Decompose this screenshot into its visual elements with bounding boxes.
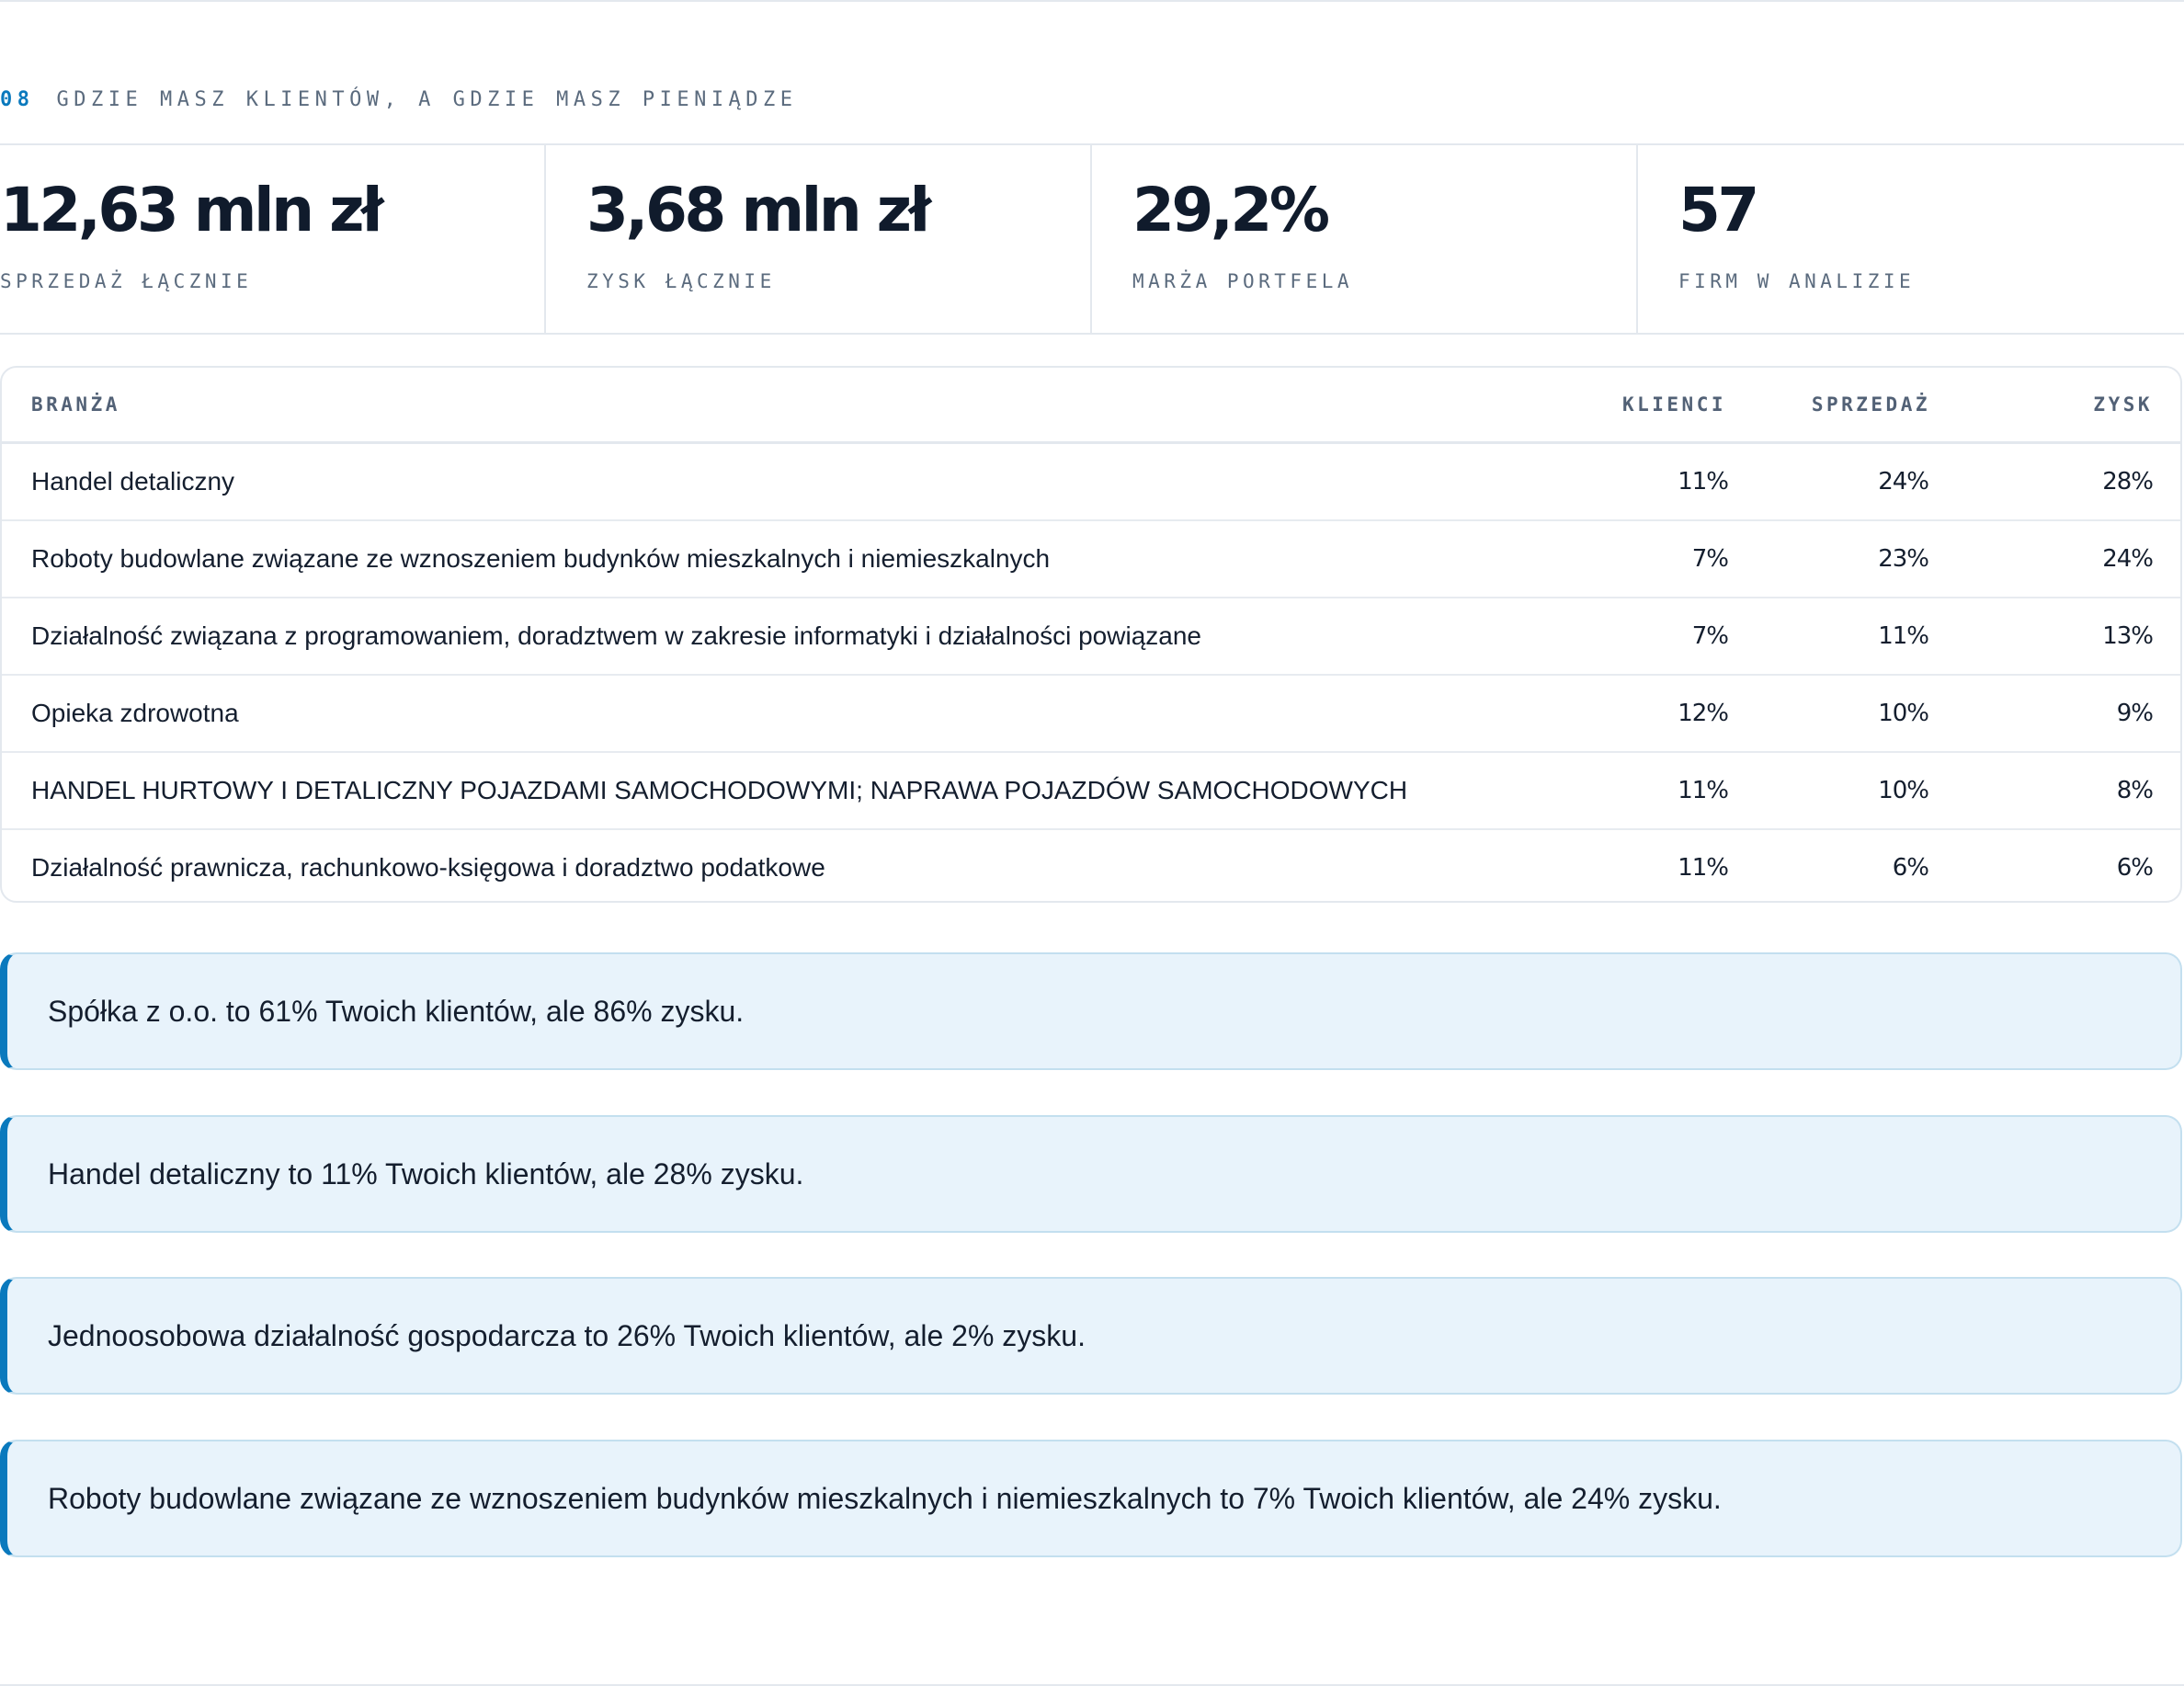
cell-clients: 11% [1550, 828, 1752, 901]
column-header-sales[interactable]: SPRZEDAŻ [1752, 368, 1954, 444]
stats-row: 12,63 mln zł SPRZEDAŻ ŁĄCZNIE 3,68 mln z… [0, 143, 2184, 335]
column-header-profit[interactable]: ZYSK [1954, 368, 2180, 444]
insight-callout: Jednoosobowa działalność gospodarcza to … [0, 1277, 2182, 1395]
cell-clients: 12% [1550, 674, 1752, 752]
cell-industry: Roboty budowlane związane ze wznoszeniem… [2, 519, 1550, 598]
bottom-divider [0, 1684, 2184, 1686]
stat-label: ZYSK ŁĄCZNIE [586, 270, 776, 292]
cell-sales: 23% [1752, 519, 1954, 598]
insight-callout: Roboty budowlane związane ze wznoszeniem… [0, 1440, 2182, 1557]
insight-text: Handel detaliczny to 11% Twoich klientów… [48, 1156, 804, 1190]
stat-total-profit: 3,68 mln zł ZYSK ŁĄCZNIE [546, 145, 1092, 333]
table-header-row: BRANŻA KLIENCI SPRZEDAŻ ZYSK [2, 368, 2180, 444]
column-header-clients[interactable]: KLIENCI [1550, 368, 1752, 444]
stat-total-sales: 12,63 mln zł SPRZEDAŻ ŁĄCZNIE [0, 145, 546, 333]
table-row: Opieka zdrowotna 12% 10% 9% [2, 674, 2180, 752]
cell-profit: 28% [2102, 468, 2154, 496]
table-row: Handel detaliczny 11% 24% 28% [2, 443, 2180, 521]
stat-label: FIRM W ANALIZIE [1678, 270, 1916, 292]
stat-portfolio-margin: 29,2% MARŻA PORTFELA [1092, 145, 1638, 333]
stat-value: 12,63 mln zł [0, 175, 384, 245]
table-row: Działalność związana z programowaniem, d… [2, 597, 2180, 675]
cell-profit: 24% [1954, 519, 2180, 598]
column-header-industry[interactable]: BRANŻA [2, 368, 1550, 444]
cell-industry: Handel detaliczny [31, 467, 235, 496]
cell-clients: 7% [1550, 597, 1752, 675]
table-row: Roboty budowlane związane ze wznoszeniem… [2, 519, 2180, 598]
cell-sales: 6% [1752, 828, 1954, 901]
insight-text: Spółka z o.o. to 61% Twoich klientów, al… [48, 994, 745, 1028]
insight-text: Roboty budowlane związane ze wznoszeniem… [48, 1481, 1722, 1515]
cell-industry: Działalność prawnicza, rachunkowo-księgo… [2, 828, 1550, 901]
table-row: Działalność prawnicza, rachunkowo-księgo… [2, 828, 2180, 901]
stat-label: SPRZEDAŻ ŁĄCZNIE [0, 270, 253, 292]
top-divider [0, 0, 2184, 2]
cell-profit: 13% [1954, 597, 2180, 675]
cell-sales: 11% [1752, 597, 1954, 675]
stat-value: 29,2% [1132, 175, 1330, 245]
section-title: GDZIE MASZ KLIENTÓW, A GDZIE MASZ PIENIĄ… [56, 88, 798, 111]
cell-profit: 9% [1954, 674, 2180, 752]
insight-text: Jednoosobowa działalność gospodarcza to … [48, 1318, 1086, 1352]
stat-company-count: 57 FIRM W ANALIZIE [1638, 145, 2184, 333]
cell-sales: 10% [1752, 751, 1954, 829]
stat-value: 57 [1678, 175, 1759, 245]
section-number: 08 [0, 88, 35, 111]
cell-profit: 8% [1954, 751, 2180, 829]
table-row: HANDEL HURTOWY I DETALICZNY POJAZDAMI SA… [2, 751, 2180, 829]
insight-callout: Spółka z o.o. to 61% Twoich klientów, al… [0, 952, 2182, 1070]
cell-sales: 24% [1878, 468, 1929, 496]
stat-label: MARŻA PORTFELA [1132, 270, 1354, 292]
insight-callout: Handel detaliczny to 11% Twoich klientów… [0, 1115, 2182, 1233]
stat-value: 3,68 mln zł [586, 175, 931, 245]
cell-clients: 11% [1550, 751, 1752, 829]
industry-table-card: BRANŻA KLIENCI SPRZEDAŻ ZYSK Handel deta… [0, 366, 2182, 903]
cell-clients: 11% [1678, 468, 1729, 496]
cell-industry: Działalność związana z programowaniem, d… [2, 597, 1550, 675]
cell-industry: Opieka zdrowotna [2, 674, 1550, 752]
cell-profit: 6% [1954, 828, 2180, 901]
cell-sales: 10% [1752, 674, 1954, 752]
section-heading: 08 GDZIE MASZ KLIENTÓW, A GDZIE MASZ PIEN… [0, 88, 798, 111]
cell-clients: 7% [1550, 519, 1752, 598]
industry-table: BRANŻA KLIENCI SPRZEDAŻ ZYSK Handel deta… [2, 368, 2180, 901]
cell-industry: HANDEL HURTOWY I DETALICZNY POJAZDAMI SA… [2, 751, 1550, 829]
